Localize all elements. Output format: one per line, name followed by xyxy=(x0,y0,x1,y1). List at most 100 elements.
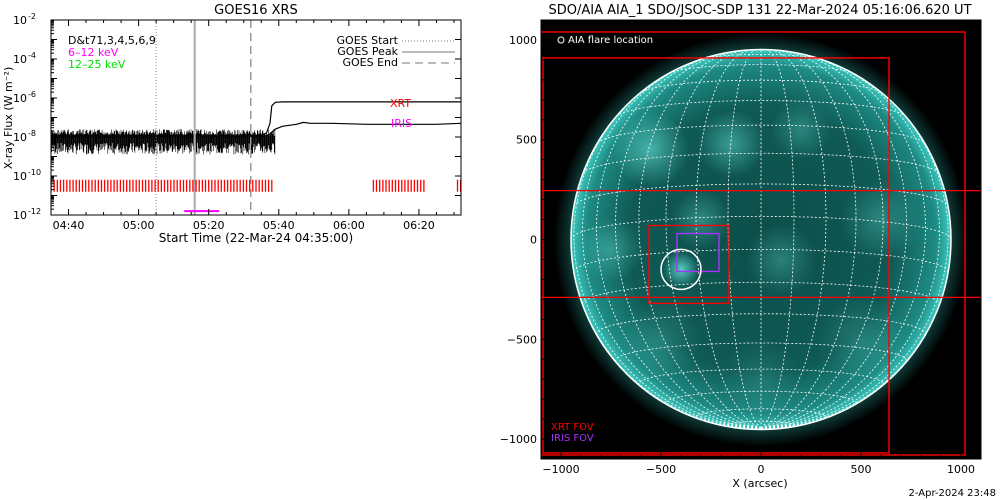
longitude-line xyxy=(760,49,795,429)
fov-boxes xyxy=(541,31,981,456)
legend-left-item-1: D&t71,3,4,5,6,9 xyxy=(68,34,156,47)
longitude-line xyxy=(596,53,762,429)
flare-legend-marker xyxy=(557,36,565,44)
latitude-line xyxy=(640,79,882,94)
xrt-coverage-2 xyxy=(372,179,425,192)
goes-y-tick-label: 10 xyxy=(13,53,27,66)
latitude-line xyxy=(582,152,940,175)
longitude-line xyxy=(760,49,827,429)
longitude-line xyxy=(760,51,907,429)
longitude-line xyxy=(760,60,940,429)
goes-x-tick-label: 06:20 xyxy=(403,219,435,232)
aia-legend: AIA flare location xyxy=(557,35,653,46)
longitude-line xyxy=(760,84,949,429)
bright-region-7 xyxy=(841,179,921,260)
goes-y-tick-exponent: -6 xyxy=(28,90,36,99)
latitude-line xyxy=(669,64,853,74)
longitude-line xyxy=(760,50,884,429)
aia-x-tick-label: −1000 xyxy=(542,463,579,476)
latitude-line xyxy=(596,313,926,335)
goes-legend-right: GOES Start GOES Peak GOES End xyxy=(337,34,455,69)
longitude-line xyxy=(615,51,762,429)
longitude-line xyxy=(665,49,762,429)
goes-y-tick-label: 10 xyxy=(13,170,27,183)
legend-goes-start: GOES Start xyxy=(337,34,399,47)
label-xrt: XRT xyxy=(390,97,411,110)
longitude-line xyxy=(760,53,926,429)
label-iris: IRIS xyxy=(391,117,412,130)
longitude-line xyxy=(582,60,762,429)
goes-y-tick-exponent: -10 xyxy=(28,168,41,177)
aia-title: SDO/AIA AIA_1 SDO/JSOC-SDP 131 22-Mar-20… xyxy=(548,3,971,18)
xrt-coverage-1 xyxy=(51,179,273,192)
xrt-fov-box-3 xyxy=(648,224,730,305)
aia-y-tick-label: 1000 xyxy=(509,34,537,47)
longitude-line xyxy=(638,50,762,429)
aia-x-axis-label: X (arcsec) xyxy=(732,477,787,490)
heliographic-grid xyxy=(571,49,951,430)
legend-left-item-3: 12–25 keV xyxy=(68,58,126,71)
flare-location-marker xyxy=(660,248,702,291)
goes-y-axis-label: X-ray Flux (W m⁻²) xyxy=(2,67,15,169)
aia-y-tick-label: −500 xyxy=(507,333,537,346)
bright-region-6 xyxy=(745,223,817,296)
goes-x-axis-label: Start Time (22-Mar-24 04:35:00) xyxy=(159,231,353,245)
solar-limb xyxy=(570,48,952,431)
xrt-coverage-3 xyxy=(456,179,461,192)
footer-timestamp: 2-Apr-2024 23:48 xyxy=(909,488,996,499)
aia-image xyxy=(541,20,981,459)
aia-x-tick-label: 1000 xyxy=(947,463,975,476)
latitude-line xyxy=(573,183,949,206)
goes-y-tick-label: 10 xyxy=(13,14,27,27)
longitude-line xyxy=(727,49,762,429)
latitude-line xyxy=(597,124,925,144)
xrt-fov-box-1 xyxy=(541,31,966,456)
aia-y-tick-label: −1000 xyxy=(500,433,537,446)
goes-plot-area xyxy=(51,20,461,215)
goes-x-tick-label: 05:00 xyxy=(123,219,155,232)
goes-x-tick-label: 04:40 xyxy=(53,219,85,232)
legend-goes-end: GOES End xyxy=(342,56,398,69)
longitude-line xyxy=(573,84,762,429)
aia-y-tick-label: 0 xyxy=(530,234,537,247)
goes-x-tick-label: 05:40 xyxy=(263,219,295,232)
bright-region-9 xyxy=(817,295,905,384)
latitude-line xyxy=(573,248,949,273)
legend-goes-peak: GOES Peak xyxy=(337,45,398,58)
latitude-line xyxy=(638,368,884,386)
bright-region-5 xyxy=(663,251,699,288)
goes-series-2 xyxy=(51,121,461,138)
flare-legend-label: AIA flare location xyxy=(568,35,653,46)
iris-fov-legend: IRIS FOV xyxy=(551,433,594,444)
goes-y-tick-exponent: -8 xyxy=(28,129,36,138)
latitude-line xyxy=(695,408,827,420)
goes-title: GOES16 XRS xyxy=(214,3,298,18)
xrt-fov-box-2 xyxy=(542,57,890,454)
bright-region-10 xyxy=(621,299,701,380)
goes-noise-band xyxy=(51,129,276,155)
iris-fov-box-4 xyxy=(676,232,720,273)
bright-region-1 xyxy=(613,111,689,188)
goes-x-tick-label: 05:20 xyxy=(193,219,225,232)
aia-x-tick-label: 0 xyxy=(758,463,765,476)
latitude-line xyxy=(615,100,907,117)
aia-panel: SDO/AIA AIA_1 SDO/JSOC-SDP 131 22-Mar-20… xyxy=(500,3,982,490)
longitude-line xyxy=(695,49,762,429)
aia-x-tick-label: 500 xyxy=(851,463,872,476)
aia-axes: −1000 −500 0 500 1000 −1000 −500 0 500 1000 xyxy=(500,19,982,476)
aia-y-tick-label: 500 xyxy=(516,134,537,147)
bright-region-3 xyxy=(771,99,831,160)
goes-y-tick-label: 10 xyxy=(13,92,27,105)
goes-y-tick-exponent: -4 xyxy=(28,51,36,60)
bright-region-8 xyxy=(579,217,643,282)
goes-y-tick-label: 10 xyxy=(13,131,27,144)
goes-series-1 xyxy=(51,101,461,136)
goes-y-tick-exponent: -2 xyxy=(28,12,36,21)
longitude-line xyxy=(760,49,857,429)
goes-y-tick-label: 10 xyxy=(13,209,27,222)
bright-region-4 xyxy=(671,189,731,250)
xrt-fov-legend: XRT FOV xyxy=(551,422,594,433)
